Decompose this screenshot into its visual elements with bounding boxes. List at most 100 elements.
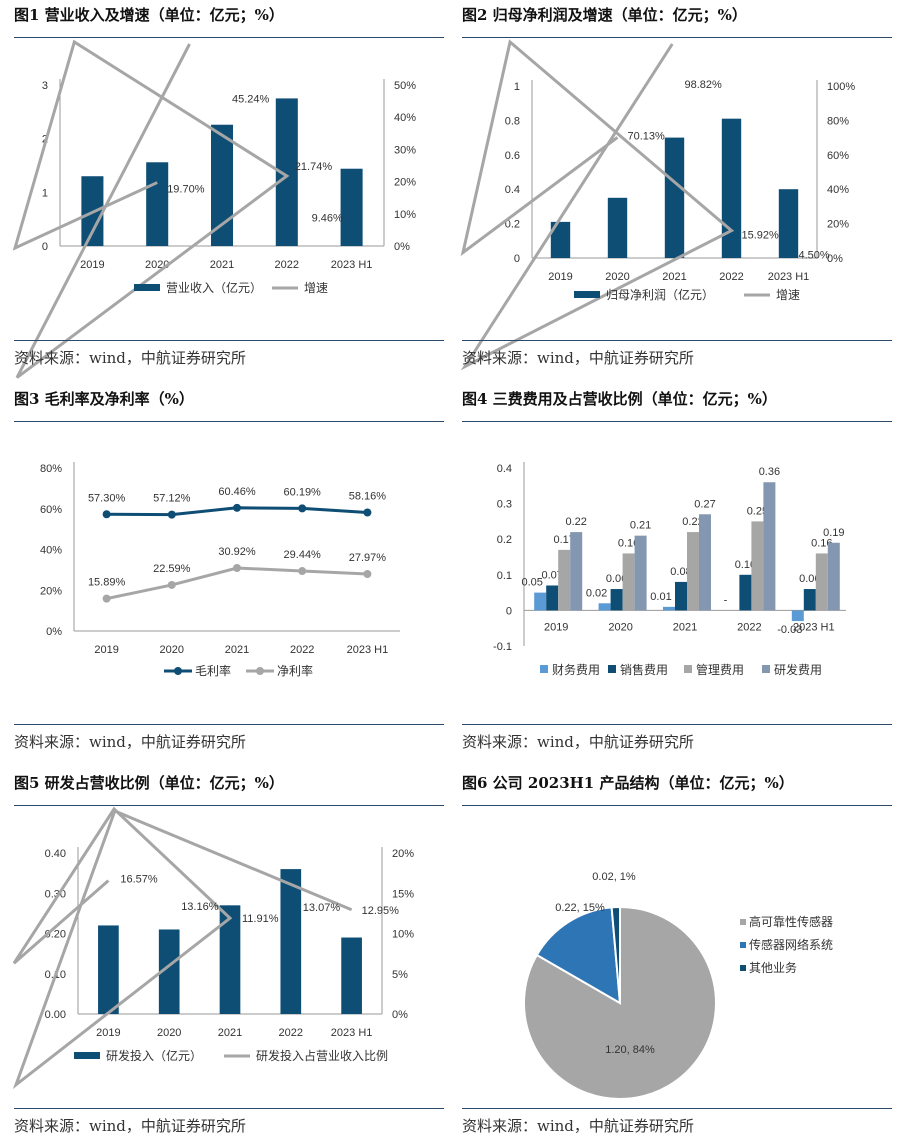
- chart-panel-3: 图3 毛利率及净利率（%） 0% 20% 40% 60% 80% 2019 2020 2021…: [14, 384, 444, 759]
- data-label: 19.70%: [167, 184, 205, 196]
- title-rule: [462, 421, 892, 422]
- bar: [687, 532, 699, 611]
- legend-label: 研发投入（亿元）: [106, 1048, 202, 1063]
- legend-label: 归母净利润（亿元）: [606, 287, 714, 302]
- source-note: 资料来源：wind，中航证券研究所: [462, 349, 694, 367]
- x-tick-label: 2021: [210, 259, 234, 271]
- y-tick-label: 80%: [40, 463, 62, 475]
- data-point: [167, 580, 176, 589]
- x-tick-label: 2022: [719, 271, 743, 283]
- y-tick-label: 0%: [46, 626, 62, 638]
- y-tick-label: 3: [42, 80, 48, 92]
- data-point: [298, 567, 307, 576]
- data-label: 22.59%: [153, 563, 191, 575]
- legend-swatch: [540, 665, 548, 673]
- y-tick-label: 0.1: [497, 570, 512, 582]
- chart-margins: 0% 20% 40% 60% 80% 2019 2020 2021 2022 2023 H1 57.…: [40, 462, 400, 678]
- data-label: 0.06: [799, 573, 820, 585]
- chart-title: 图3 毛利率及净利率（%）: [14, 390, 194, 408]
- y2-tick-label: 5%: [392, 969, 408, 981]
- legend-label: 销售费用: [620, 662, 668, 677]
- data-label: 13.16%: [181, 901, 219, 913]
- x-tick-label: 2022: [290, 644, 314, 656]
- x-tick-label: 2020: [157, 1027, 181, 1039]
- chart-panel-2: 图2 归母净利润及增速（单位：亿元；%） 0 0.2 0.4 0.6 0.8 1 0% 20%…: [460, 0, 892, 375]
- y2-tick-label: 20%: [827, 219, 849, 231]
- series-line: [460, 39, 735, 371]
- data-label: 58.16%: [349, 490, 387, 502]
- y2-tick-label: 60%: [827, 150, 849, 162]
- bar: [791, 610, 804, 622]
- pie-slice: [535, 906, 622, 1005]
- title-rule: [14, 421, 444, 422]
- y2-tick-label: 40%: [394, 112, 416, 124]
- legend-label: 研发费用: [774, 662, 822, 677]
- y-tick-label: 0.2: [505, 219, 520, 231]
- legend-swatch: [608, 665, 616, 673]
- data-label: 57.12%: [153, 493, 191, 505]
- legend-swatch-bar: [574, 291, 600, 298]
- data-label: 29.44%: [284, 549, 322, 561]
- bar: [598, 603, 611, 611]
- legend-label: 净利率: [277, 663, 313, 678]
- bar: [675, 581, 687, 611]
- legend-swatch: [740, 919, 746, 925]
- source-note: 资料来源：wind，中航证券研究所: [462, 733, 694, 751]
- source-rule: [14, 1108, 444, 1109]
- source-rule: [462, 724, 892, 725]
- y2-tick-label: 20%: [394, 177, 416, 189]
- data-label: 15.89%: [88, 577, 126, 589]
- data-label: 0.02, 1%: [592, 871, 636, 883]
- data-label: 4.50%: [799, 249, 830, 261]
- bar: [815, 553, 828, 611]
- x-tick-label: 2019: [548, 271, 572, 283]
- data-label: 0.19: [823, 527, 844, 539]
- bar: [622, 553, 635, 611]
- y2-tick-label: 0%: [394, 241, 410, 253]
- legend-swatch: [740, 965, 746, 971]
- bar: [275, 98, 298, 246]
- x-tick-label: 2019: [544, 621, 568, 633]
- data-label: -0.03: [777, 624, 802, 636]
- data-point: [233, 564, 241, 573]
- bar: [146, 162, 169, 246]
- bar: [98, 925, 119, 1014]
- x-tick-label: 2023 H1: [347, 644, 389, 656]
- y2-tick-label: 40%: [827, 184, 849, 196]
- bar: [340, 168, 363, 246]
- x-tick-label: 2019: [94, 644, 118, 656]
- source-rule: [14, 724, 444, 725]
- data-label: -: [724, 594, 728, 606]
- data-label: 0.16: [618, 537, 639, 549]
- title-rule: [14, 805, 444, 806]
- source-rule: [462, 340, 892, 341]
- legend-label: 毛利率: [195, 663, 231, 678]
- bar: [607, 197, 628, 258]
- y-tick-label: 40%: [40, 545, 62, 557]
- x-tick-label: 2022: [275, 259, 299, 271]
- source-note: 资料来源：wind，中航证券研究所: [462, 1117, 694, 1135]
- bar: [534, 592, 547, 611]
- data-label: 0.05: [521, 577, 542, 589]
- data-label: 0.36: [759, 466, 780, 478]
- data-label: 1.20, 84%: [605, 1044, 655, 1056]
- data-label: 0.27: [694, 498, 715, 510]
- y2-tick-label: 80%: [827, 115, 849, 127]
- chart-panel-6: 图6 公司 2023H1 产品结构（单位：亿元；%） 1.20, 84% 0.22…: [462, 768, 892, 1143]
- source-note: 资料来源：wind，中航证券研究所: [14, 1117, 246, 1135]
- bar: [570, 532, 583, 611]
- bar: [546, 585, 559, 611]
- bar: [763, 482, 776, 611]
- data-label: 15.92%: [742, 230, 780, 242]
- x-tick-label: 2021: [225, 644, 249, 656]
- data-label: 0.22, 15%: [555, 902, 605, 914]
- data-label: 57.30%: [88, 492, 126, 504]
- bar: [827, 542, 840, 611]
- x-tick-label: 2021: [673, 621, 697, 633]
- data-label: 0.17: [553, 534, 574, 546]
- y-tick-label: 0: [514, 253, 520, 265]
- data-point: [102, 510, 111, 519]
- y-tick-label: 0.3: [497, 499, 512, 511]
- bar: [210, 124, 234, 246]
